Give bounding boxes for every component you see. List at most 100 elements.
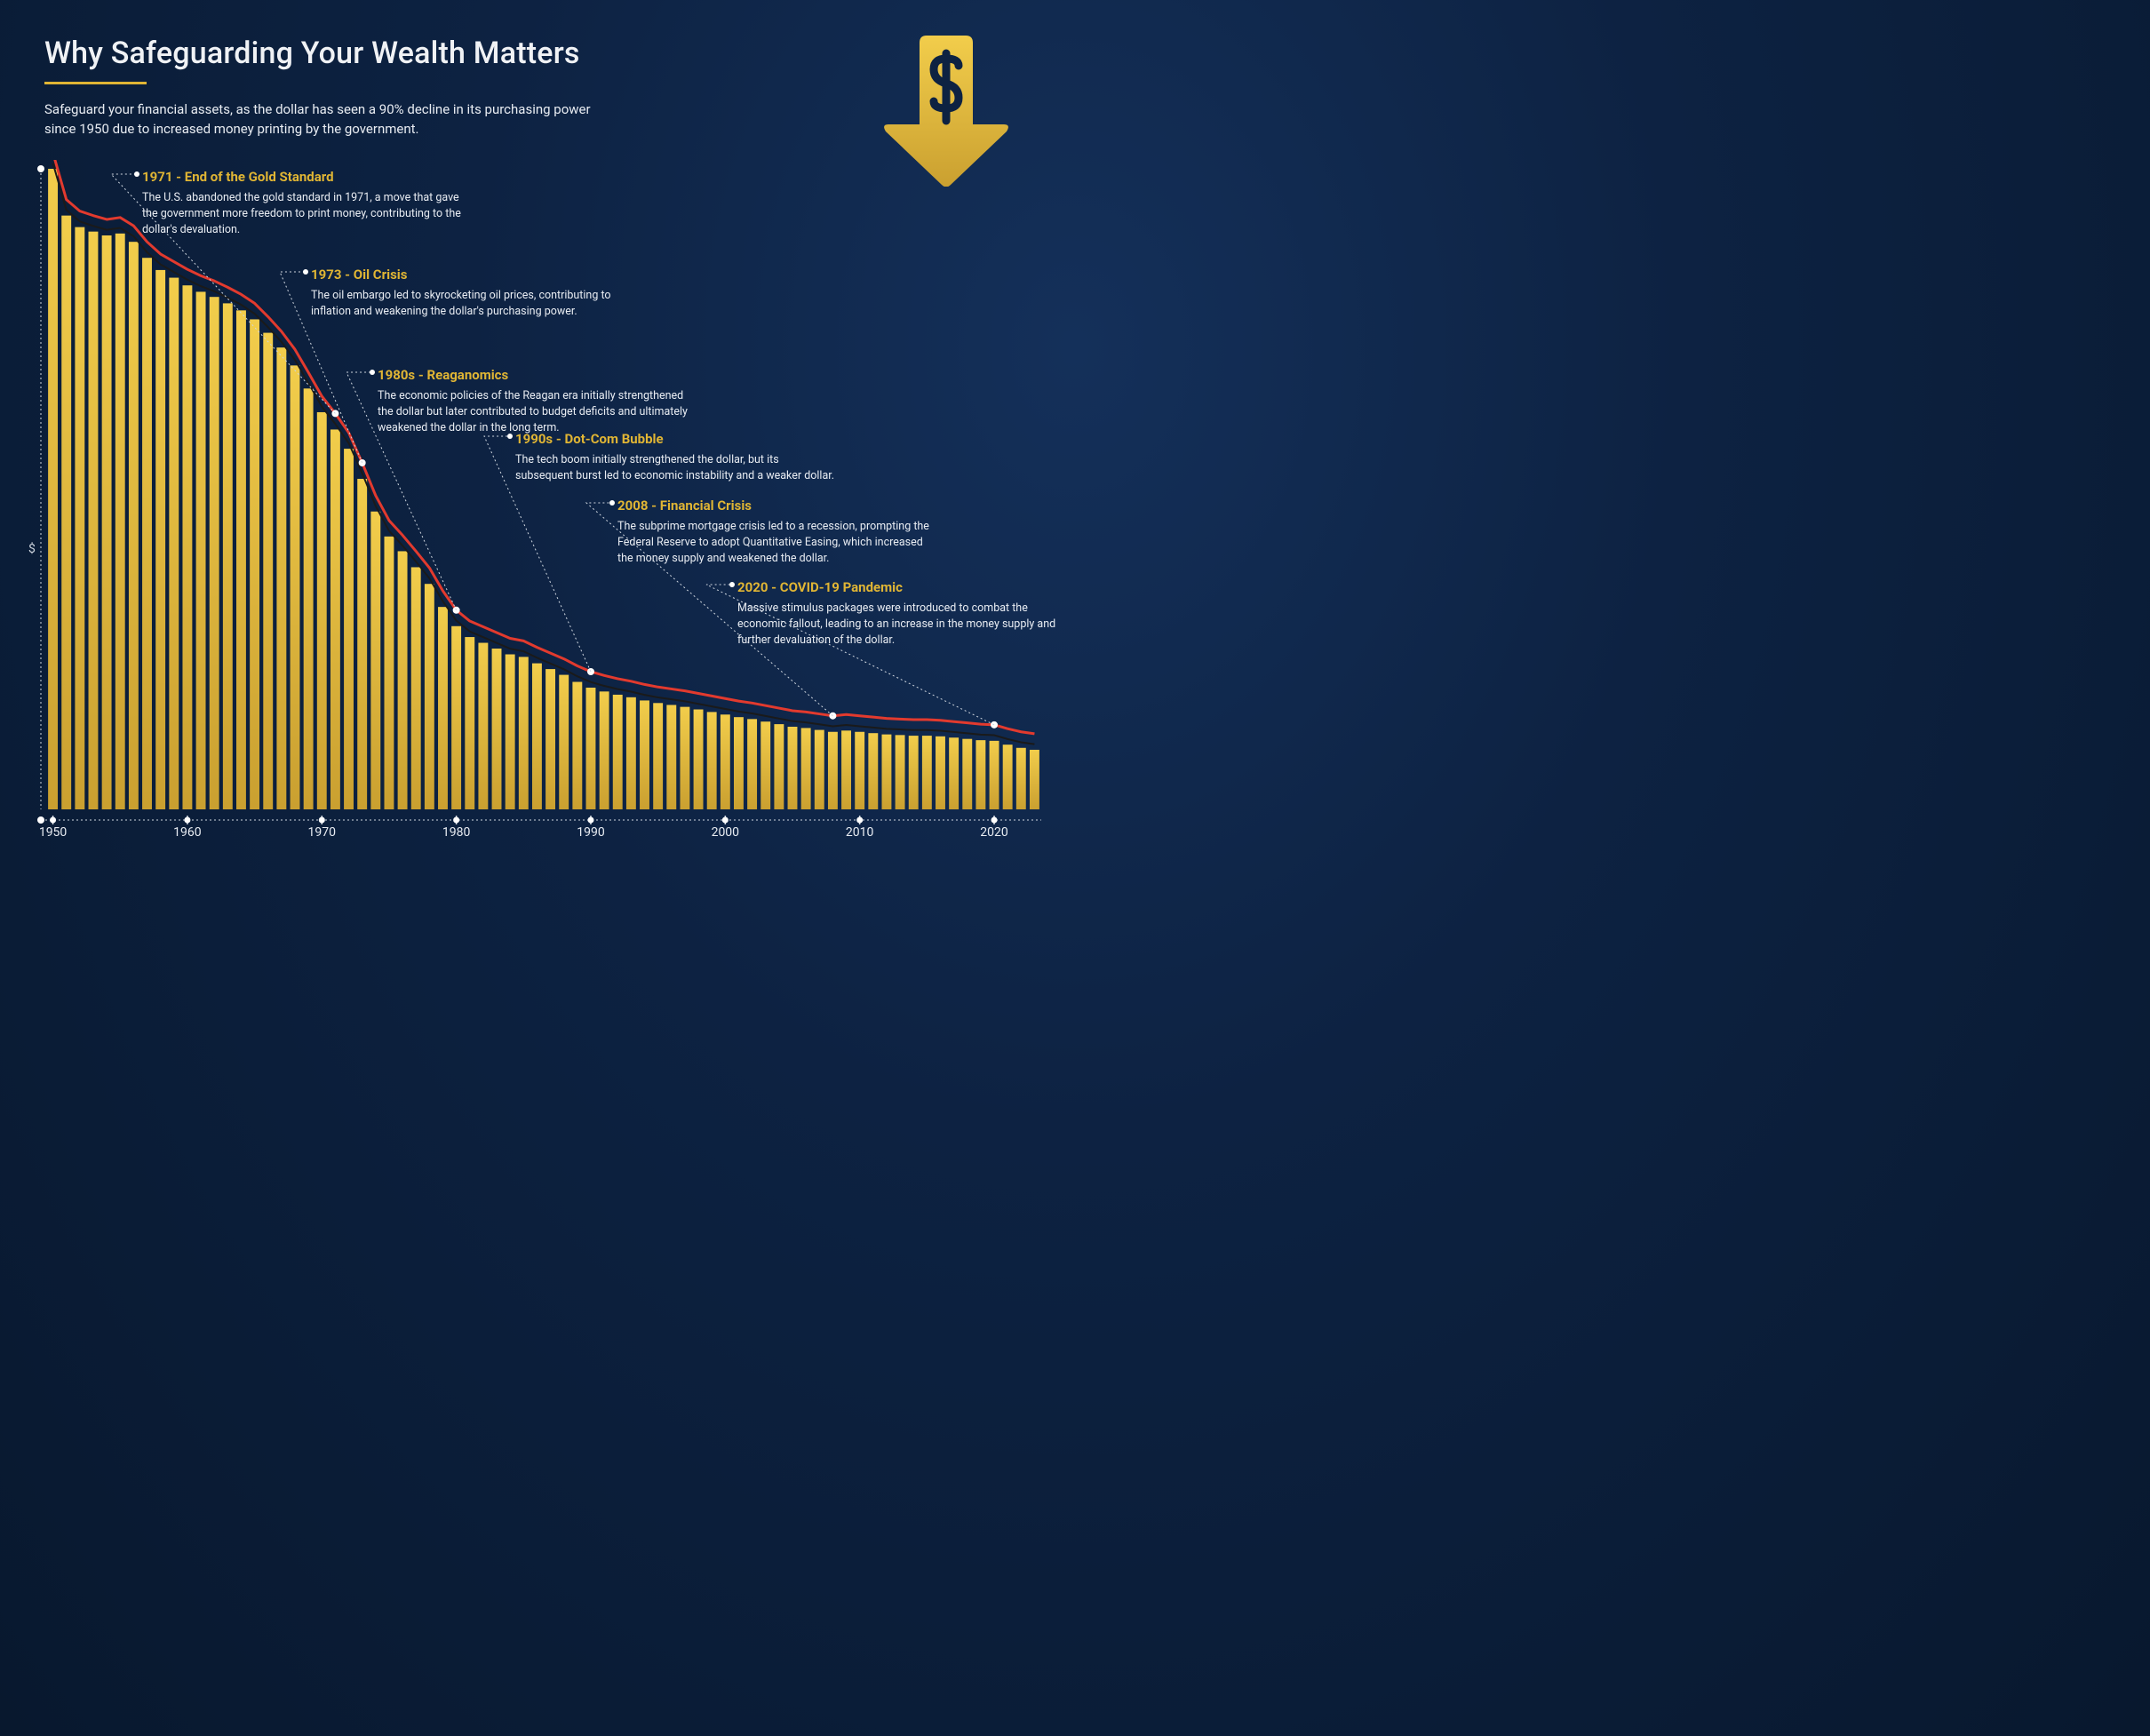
chart-bar [990,741,999,809]
chart-bar [545,669,555,809]
x-tick-label: 1970 [308,825,336,840]
annotation-title: 1971 - End of the Gold Standard [142,169,462,185]
chart-bar [788,727,798,809]
chart-bar [653,703,663,809]
chart-bar [774,724,784,809]
chart-bar [694,710,704,809]
chart-bar [451,626,461,809]
chart-bar [949,737,959,809]
x-tick-label: 2000 [712,825,739,840]
chart-bar [182,285,192,809]
x-tick-label: 1960 [173,825,201,840]
chart-bar [801,728,811,809]
chart-bar [680,707,689,809]
chart-bar [291,365,300,809]
x-tick-label: 1950 [39,825,67,840]
chart-bar [1016,748,1026,809]
chart-bar [330,429,340,809]
annotation-oil-crisis: 1973 - Oil Crisis The oil embargo led to … [311,267,631,320]
chart-bar [61,216,71,809]
chart-bar [169,278,179,809]
annotation-title: 1980s - Reaganomics [378,367,697,383]
chart-bar [640,700,649,809]
chart-bar [721,714,730,809]
chart-bar [707,712,717,809]
annotation-dotcom: 1990s - Dot-Com Bubble The tech boom init… [515,431,835,484]
chart-bar [909,736,919,809]
chart-bar [250,319,259,809]
chart-bar [868,733,878,809]
chart-bar [1030,750,1039,809]
annotation-body: The U.S. abandoned the gold standard in … [142,190,462,238]
chart-bar [155,270,165,809]
annotation-gold-standard: 1971 - End of the Gold Standard The U.S. … [142,169,462,238]
chart-bar [492,649,502,809]
chart-bar [600,691,609,809]
chart-bar [532,664,542,809]
chart-bar [896,735,905,809]
chart-bar [519,657,529,809]
chart-bar [48,169,58,809]
chart-bar [196,291,206,809]
chart-bar [115,234,125,809]
x-tick-label: 2020 [980,825,1007,840]
chart-bar [223,303,233,809]
chart-bar [734,717,744,809]
chart-bar [317,412,327,809]
chart-bar [236,310,246,809]
chart-bar [385,537,394,809]
chart-bar [129,242,139,809]
chart-bar [1003,745,1013,809]
chart-bar [344,449,354,809]
chart-bar [613,695,623,809]
annotation-body: The subprime mortgage crisis led to a re… [617,519,937,567]
chart-bar [425,584,434,809]
annotation-title: 2020 - COVID-19 Pandemic [737,579,1057,595]
x-tick-label: 1990 [577,825,604,840]
y-axis-label: $ [28,542,36,556]
chart-bar [559,675,569,809]
chart-bar [828,732,838,809]
chart-bar [370,512,380,809]
annotation-anchor-dot [331,410,338,417]
chart-bar [975,740,985,809]
chart-bar [815,730,824,809]
annotation-reaganomics: 1980s - Reaganomics The economic policies… [378,367,697,436]
annotation-financial-crisis: 2008 - Financial Crisis The subprime mort… [617,498,937,567]
chart-bar [89,232,99,809]
chart-bar [626,697,636,809]
annotation-title: 2008 - Financial Crisis [617,498,937,514]
purchasing-power-chart: $ 1950 1960 1970 1980 1990 2000 2010 2020 1971 … [27,160,1048,841]
chart-bar [438,607,448,809]
annotation-title: 1973 - Oil Crisis [311,267,631,283]
chart-bar [572,682,582,809]
annotation-covid: 2020 - COVID-19 Pandemic Massive stimulus… [737,579,1057,649]
chart-bar [882,735,892,809]
annotation-body: Massive stimulus packages were introduce… [737,601,1057,649]
annotation-anchor-dot [359,459,366,466]
chart-bar [936,737,945,809]
chart-bar [102,235,112,809]
x-tick-label: 1980 [442,825,470,840]
annotation-body: The tech boom initially strengthened the… [515,452,835,484]
annotation-anchor-dot [991,721,998,729]
chart-bar [506,655,515,809]
chart-bar [465,637,474,809]
chart-bar [586,688,596,809]
x-tick-label: 2010 [846,825,873,840]
chart-bar [747,719,757,809]
page-subtitle: Safeguard your financial assets, as the … [44,100,613,139]
annotation-body: The economic policies of the Reagan era … [378,388,697,436]
chart-bar [357,479,367,809]
annotation-body: The oil embargo led to skyrocketing oil … [311,288,631,320]
chart-bar [760,721,770,809]
chart-bar [962,739,972,809]
chart-bar [304,388,314,809]
chart-bar [142,258,152,809]
chart-bar [210,297,219,809]
chart-bar [478,643,488,809]
annotation-title: 1990s - Dot-Com Bubble [515,431,835,447]
chart-bar [75,227,84,809]
chart-bar [666,705,676,809]
annotation-anchor-dot [829,713,836,720]
